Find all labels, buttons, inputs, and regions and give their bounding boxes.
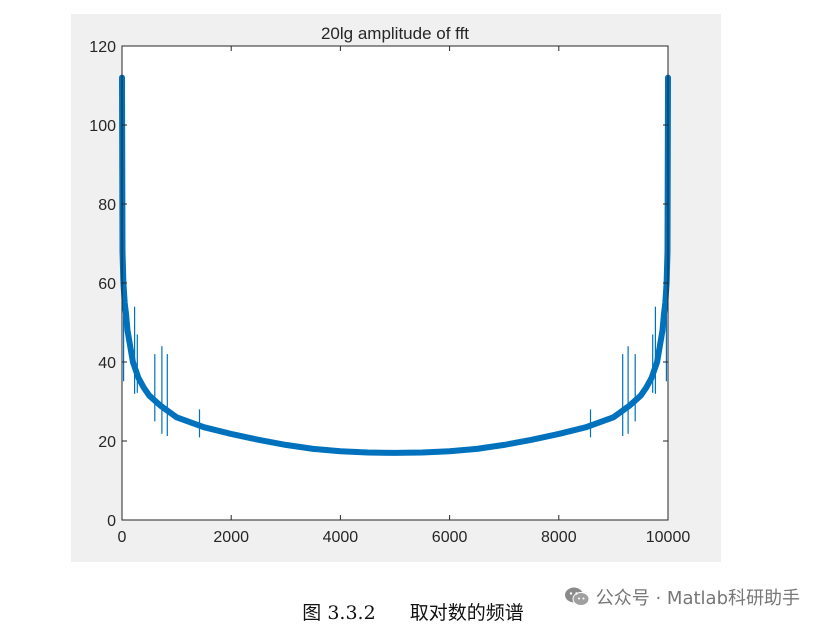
y-tick-label: 80	[98, 197, 116, 214]
x-tick-label: 8000	[541, 529, 577, 546]
caption-text: 取对数的频谱	[409, 602, 524, 624]
x-tick-label: 2000	[213, 529, 249, 546]
plot-area	[122, 46, 668, 520]
y-tick-label: 100	[89, 118, 116, 135]
watermark-text: 公众号 · Matlab科研助手	[595, 588, 800, 609]
watermark: 公众号 · Matlab科研助手	[564, 584, 800, 610]
caption-number: 图 3.3.2	[302, 602, 376, 624]
chart: 20lg amplitude of fft 0 2000 4000 6000 8000 1…	[89, 24, 690, 546]
axes-layer: 0 2000 4000 6000 8000 10000 0 20 40 60 80 100 120	[89, 39, 690, 546]
figure-panel: 20lg amplitude of fft 0 2000 4000 6000 8000 1…	[71, 14, 721, 562]
y-tick-label: 60	[98, 276, 116, 293]
y-tick-label: 0	[107, 513, 116, 530]
chart-title: 20lg amplitude of fft	[321, 24, 469, 43]
x-tick-label: 0	[118, 529, 127, 546]
x-tick-label: 6000	[432, 529, 468, 546]
series-line	[121, 77, 669, 454]
y-tick-label: 40	[98, 355, 116, 372]
series-layer	[119, 74, 671, 456]
y-tick-label: 20	[98, 434, 116, 451]
wechat-icon	[564, 587, 590, 606]
y-tick-label: 120	[89, 39, 116, 56]
figure-caption: 图 3.3.2 取对数的频谱	[0, 598, 826, 625]
x-tick-label: 4000	[323, 529, 359, 546]
x-tick-label: 10000	[646, 529, 691, 546]
